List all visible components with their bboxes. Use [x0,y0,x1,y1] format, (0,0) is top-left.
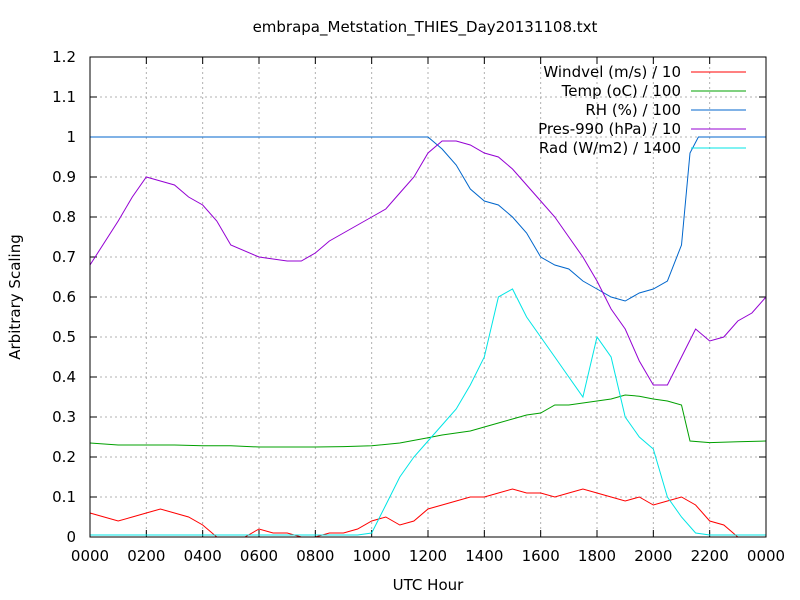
series-line-4 [90,288,766,536]
y-tick-label: 0.5 [52,328,76,346]
grid [89,56,767,538]
y-tick-label: 0.8 [52,208,76,226]
y-tick-labels: 0 0.1 0.2 0.3 0.4 0.5 0.6 0.7 0.8 0.9 1 1.1 1.2 [52,48,76,546]
series-line-1 [89,394,767,448]
y-axis-label: Arbitrary Scaling [6,234,24,360]
plot-frame [89,56,767,538]
series-layer [89,136,767,538]
chart-title: embrapa_Metstation_THIES_Day20131108.txt [253,18,598,37]
legend-label: Windvel (m/s) / 10 [543,63,681,81]
y-tick-label: 0.7 [52,248,76,266]
y-tick-label: 1.1 [52,88,76,106]
x-tick-label: 1800 [578,547,616,565]
x-tick-label: 1200 [409,547,447,565]
y-tick-label: 0 [66,528,76,546]
x-tick-label: 0000 [747,547,785,565]
legend-label: Rad (W/m2) / 1400 [539,139,681,157]
y-tick-label: 0.6 [52,288,76,306]
series-line-2 [90,136,766,302]
legend-label: Pres-990 (hPa) / 10 [538,120,681,138]
y-tick-label: 0.3 [52,408,76,426]
x-tick-label: 0600 [240,547,278,565]
y-tick-label: 0.1 [52,488,76,506]
x-tick-label: 1000 [353,547,391,565]
y-tick-label: 1.2 [52,48,76,66]
x-tick-label: 0800 [296,547,334,565]
y-tick-label: 0.2 [52,448,76,466]
y-tick-label: 0.4 [52,368,76,386]
y-tick-label: 1 [66,128,76,146]
y-tick-label: 0.9 [52,168,76,186]
x-tick-label: 2200 [691,547,729,565]
x-tick-label: 2000 [634,547,672,565]
x-tick-label: 0400 [184,547,222,565]
series-line-0 [89,488,739,538]
legend-label: RH (%) / 100 [585,101,681,119]
legend-label: Temp (oC) / 100 [561,82,681,100]
x-axis-label: UTC Hour [393,576,464,594]
x-tick-labels: 0000 0200 0400 0600 0800 1000 1200 1400 1600 1800… [71,547,785,565]
x-tick-label: 0000 [71,547,109,565]
series-line-3 [89,140,767,386]
x-tick-label: 1400 [465,547,503,565]
x-tick-label: 0200 [127,547,165,565]
x-tick-label: 1600 [522,547,560,565]
